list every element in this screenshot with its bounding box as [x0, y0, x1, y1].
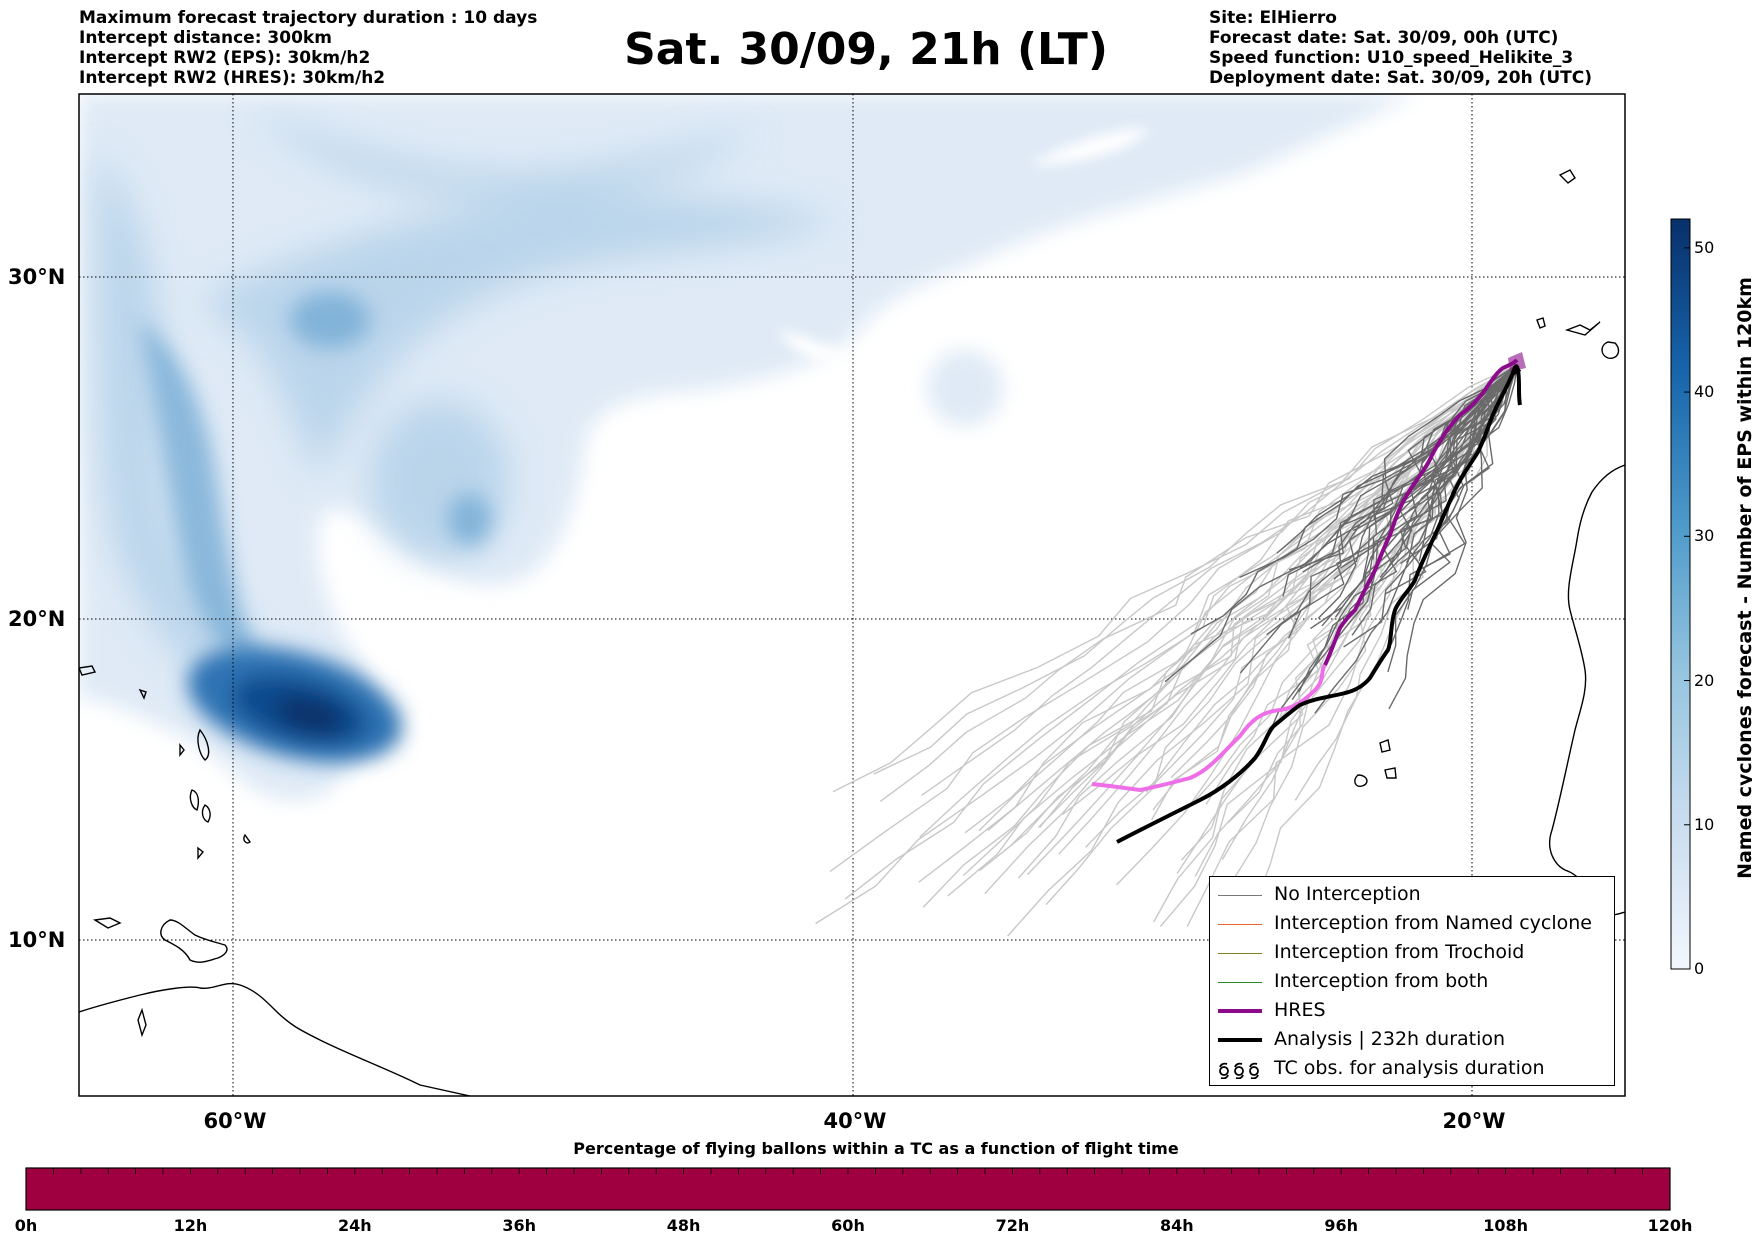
lat-label-10n: 10°N — [8, 928, 66, 952]
header-deployment-date: Deployment date: Sat. 30/09, 20h (UTC) — [1209, 68, 1593, 88]
map-frame — [78, 93, 1626, 1097]
header-forecast-date: Forecast date: Sat. 30/09, 00h (UTC) — [1209, 28, 1559, 48]
header-speed-function: Speed function: U10_speed_Helikite_3 — [1209, 48, 1574, 68]
flight-time-label: 84h — [1159, 1216, 1194, 1235]
colorbar-label: Named cyclones forecast - Number of EPS … — [1734, 277, 1752, 879]
ensemble-track-dark — [1387, 364, 1518, 673]
header-max-duration: Maximum forecast trajectory duration : 1… — [79, 8, 538, 28]
legend-line-both — [1218, 982, 1262, 983]
ensemble-track-light — [978, 364, 1518, 832]
legend-analysis: Analysis | 232h duration — [1210, 1026, 1614, 1055]
ensemble-track-dark — [1377, 364, 1518, 664]
legend-line-analysis — [1218, 1038, 1262, 1042]
legend-line-named-cyclone — [1218, 924, 1262, 925]
legend-line-trochoid — [1218, 953, 1262, 954]
flight-time-label: 48h — [666, 1216, 701, 1235]
ensemble-track-dark — [1423, 364, 1518, 569]
lon-label-20w: 20°W — [1442, 1109, 1506, 1133]
ensemble-track-dark — [1266, 364, 1518, 636]
colorbar-tick-label: 10 — [1694, 814, 1715, 834]
lon-label-60w: 60°W — [203, 1109, 267, 1133]
lat-label-20n: 20°N — [8, 607, 66, 631]
hres-trail-track — [1091, 663, 1327, 793]
ensemble-track-dark — [1372, 364, 1518, 560]
lon-label-40w: 40°W — [823, 1109, 887, 1133]
legend-hres: HRES — [1210, 997, 1614, 1026]
page-title: Sat. 30/09, 21h (LT) — [624, 24, 1108, 75]
legend-no-interception: No Interception — [1210, 881, 1614, 910]
flight-time-label: 12h — [173, 1216, 208, 1235]
colorbar-tick-label: 40 — [1694, 382, 1715, 402]
colorbar-tick-label: 30 — [1694, 526, 1715, 546]
bottom-bar-caption: Percentage of flying ballons within a TC… — [573, 1139, 1179, 1158]
hres-track — [1323, 358, 1519, 666]
colorbar-tick-label: 50 — [1694, 237, 1715, 257]
legend-line-no-interception — [1218, 895, 1262, 896]
ensemble-track-dark — [1239, 364, 1518, 579]
ensemble-track-light — [1058, 364, 1518, 855]
header-site: Site: ElHierro — [1209, 8, 1337, 28]
ensemble-track-light — [873, 364, 1518, 775]
header-left: Maximum forecast trajectory duration : 1… — [79, 8, 537, 88]
colorbar-tick-label: 20 — [1694, 670, 1715, 690]
ensemble-track-dark — [1265, 364, 1518, 742]
flight-time-label: 0h — [14, 1216, 38, 1235]
legend-trochoid: Interception from Trochoid — [1210, 939, 1614, 968]
analysis-track — [1116, 364, 1522, 844]
flight-time-label: 120h — [1647, 1216, 1693, 1235]
hres-analysis-tracks — [1091, 352, 1526, 844]
header-intercept-distance: Intercept distance: 300km — [79, 28, 332, 48]
flight-time-label: 24h — [337, 1216, 372, 1235]
header-intercept-eps: Intercept RW2 (EPS): 30km/h2 — [79, 48, 371, 68]
legend-tc-obs: TC obs. for analysis duration — [1210, 1055, 1614, 1084]
ensemble-track-light — [832, 364, 1518, 793]
ensemble-track-light — [919, 364, 1518, 838]
ensemble-track-light — [922, 364, 1518, 908]
tc-symbol-icon — [1219, 1062, 1259, 1079]
hres-end-marker — [1508, 352, 1526, 372]
cyclone-density-field — [79, 94, 1420, 801]
colorbar-tick-label: 0 — [1694, 959, 1705, 978]
header-right: Site: ElHierro Forecast date: Sat. 30/09… — [1209, 8, 1592, 88]
ensemble-track-dark — [1288, 364, 1518, 571]
legend-both: Interception from both — [1210, 968, 1614, 997]
ensemble-track-light — [879, 364, 1518, 802]
flight-time-label: 36h — [502, 1216, 537, 1235]
flight-time-label: 96h — [1324, 1216, 1359, 1235]
legend-line-hres — [1218, 1009, 1262, 1013]
legend-named-cyclone: Interception from Named cyclone — [1210, 910, 1614, 939]
map-legend: No Interception Interception from Named … — [1209, 876, 1615, 1086]
lat-label-30n: 30°N — [8, 265, 66, 289]
ensemble-track-light — [1187, 364, 1518, 810]
ensemble-track-light — [921, 364, 1518, 796]
ensemble-track-light — [947, 364, 1518, 897]
ensemble-track-light — [829, 364, 1518, 873]
header-intercept-hres: Intercept RW2 (HRES): 30km/h2 — [79, 68, 386, 88]
flight-time-label: 108h — [1483, 1216, 1528, 1235]
flight-time-label: 60h — [831, 1216, 865, 1235]
flight-time-label: 72h — [995, 1216, 1030, 1235]
